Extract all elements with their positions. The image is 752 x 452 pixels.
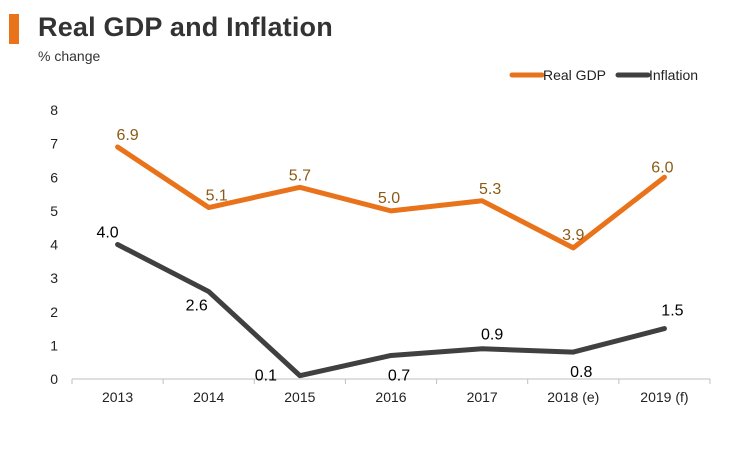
data-label: 0.8 xyxy=(570,364,592,381)
y-tick-label: 7 xyxy=(50,136,58,152)
x-tick-label: 2015 xyxy=(284,389,315,405)
data-label: 5.3 xyxy=(479,181,501,198)
data-label: 6.0 xyxy=(651,159,673,176)
y-axis-ticks: 0 1 2 3 4 5 6 7 8 xyxy=(50,102,58,387)
data-label: 5.1 xyxy=(206,188,228,205)
y-tick-label: 3 xyxy=(50,270,58,286)
data-label: 1.5 xyxy=(661,303,683,320)
y-tick-label: 4 xyxy=(50,237,58,253)
x-tick-label: 2016 xyxy=(375,389,406,405)
x-axis-ticks: 2013 2014 2015 2016 2017 2018 (e) 2019 (f) xyxy=(71,379,711,405)
series-line-real-gdp xyxy=(115,144,667,251)
y-tick-label: 6 xyxy=(50,169,58,185)
y-tick-label: 8 xyxy=(50,102,58,118)
data-label: 5.7 xyxy=(289,167,311,184)
data-label: 3.9 xyxy=(562,227,584,244)
title-accent-bar xyxy=(9,14,19,44)
x-tick-label: 2019 (f) xyxy=(640,389,688,405)
chart-title: Real GDP and Inflation xyxy=(38,12,333,42)
legend-label: Real GDP xyxy=(543,67,606,83)
x-tick-label: 2017 xyxy=(467,389,498,405)
x-tick-label: 2013 xyxy=(102,389,133,405)
x-tick-label: 2014 xyxy=(193,389,224,405)
x-tick-label: 2018 (e) xyxy=(547,389,599,405)
series-lines xyxy=(115,144,667,379)
legend-label: Inflation xyxy=(649,67,698,83)
data-label: 0.1 xyxy=(255,368,277,385)
data-label: 2.6 xyxy=(186,298,208,315)
y-tick-label: 0 xyxy=(50,371,58,387)
data-label: 5.0 xyxy=(378,190,400,207)
chart-subtitle: % change xyxy=(38,48,101,64)
y-tick-label: 1 xyxy=(50,337,58,353)
data-label: 4.0 xyxy=(96,225,118,242)
y-tick-label: 5 xyxy=(50,203,58,219)
series-line-inflation xyxy=(115,242,667,379)
data-label: 0.7 xyxy=(388,367,410,384)
data-label: 6.9 xyxy=(116,127,138,144)
y-tick-label: 2 xyxy=(50,304,58,320)
legend: Real GDP Inflation xyxy=(509,67,698,83)
data-label: 0.9 xyxy=(481,327,503,344)
data-labels: 6.9 5.1 5.7 5.0 5.3 3.9 6.0 4.0 2.6 0.1 0.7 0.9 0.8 1… xyxy=(96,127,683,385)
